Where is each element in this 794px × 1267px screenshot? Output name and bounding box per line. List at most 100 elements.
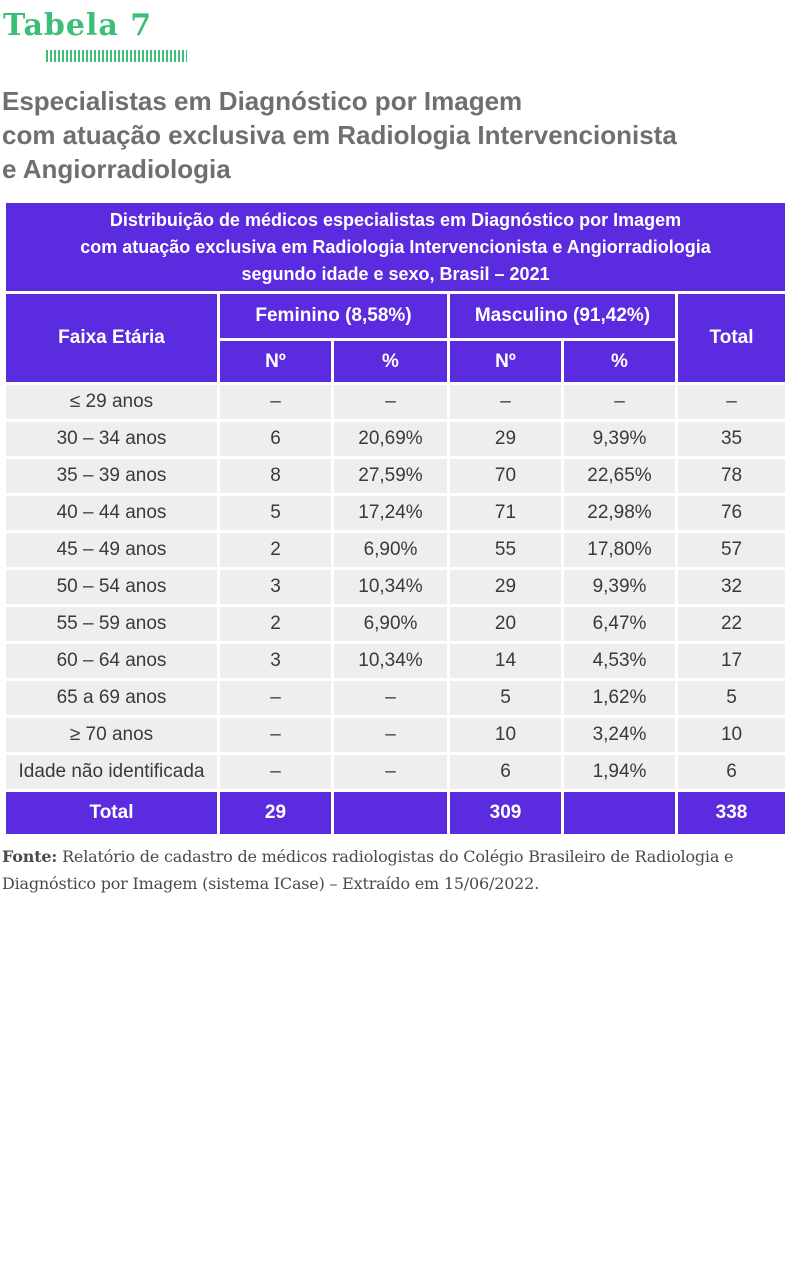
table-row: 65 a 69 anos – – 5 1,62% 5 [6, 681, 786, 715]
cell-feminino-percent: 10,34% [334, 570, 447, 604]
header-feminino-percent: % [334, 341, 447, 382]
table-row: 60 – 64 anos 3 10,34% 14 4,53% 17 [6, 644, 786, 678]
cell-masculino-percent: 4,53% [564, 644, 675, 678]
header-masculino-count: Nº [450, 341, 561, 382]
cell-masculino-percent: – [564, 385, 675, 419]
cell-masculino-percent: 9,39% [564, 570, 675, 604]
page-title: Especialistas em Diagnóstico por Imagem … [2, 84, 677, 186]
data-table: Distribuição de médicos especialistas em… [3, 200, 788, 837]
total-feminino-count: 29 [220, 792, 331, 834]
row-label: 40 – 44 anos [6, 496, 217, 530]
cell-feminino-percent: 10,34% [334, 644, 447, 678]
cell-feminino-count: 2 [220, 533, 331, 567]
cell-masculino-count: 20 [450, 607, 561, 641]
cell-masculino-percent: 17,80% [564, 533, 675, 567]
cell-feminino-percent: – [334, 681, 447, 715]
table-row: 50 – 54 anos 3 10,34% 29 9,39% 32 [6, 570, 786, 604]
cell-masculino-count: 6 [450, 755, 561, 789]
source-note: Fonte: Relatório de cadastro de médicos r… [2, 843, 790, 897]
header-faixa-etaria: Faixa Etária [6, 294, 217, 382]
cell-masculino-percent: 22,65% [564, 459, 675, 493]
cell-total: 6 [678, 755, 786, 789]
cell-feminino-percent: – [334, 718, 447, 752]
cell-feminino-count: 6 [220, 422, 331, 456]
row-label: 65 a 69 anos [6, 681, 217, 715]
cell-feminino-percent: 27,59% [334, 459, 447, 493]
cell-feminino-count: 5 [220, 496, 331, 530]
total-feminino-percent [334, 792, 447, 834]
header-masculino-percent: % [564, 341, 675, 382]
cell-total: 10 [678, 718, 786, 752]
row-label: 50 – 54 anos [6, 570, 217, 604]
cell-total: 5 [678, 681, 786, 715]
table-row: 40 – 44 anos 5 17,24% 71 22,98% 76 [6, 496, 786, 530]
table-total-row: Total 29 309 338 [6, 792, 786, 834]
header-masculino: Masculino (91,42%) [450, 294, 675, 338]
table-number-label: Tabela 7 [3, 8, 153, 43]
cell-feminino-percent: 17,24% [334, 496, 447, 530]
cell-feminino-count: – [220, 755, 331, 789]
cell-masculino-percent: 1,62% [564, 681, 675, 715]
source-text-line2: Diagnóstico por Imagem (sistema ICase) –… [2, 874, 540, 893]
cell-feminino-count: – [220, 385, 331, 419]
cell-masculino-count: 70 [450, 459, 561, 493]
table-row: Idade não identificada – – 6 1,94% 6 [6, 755, 786, 789]
page-title-line: e Angiorradiologia [2, 154, 231, 184]
cell-masculino-count: 29 [450, 422, 561, 456]
cell-feminino-percent: 20,69% [334, 422, 447, 456]
header-sub-row: Nº % Nº % [6, 341, 785, 382]
cell-masculino-count: 5 [450, 681, 561, 715]
table-title-line: segundo idade e sexo, Brasil – 2021 [241, 263, 550, 284]
source-label: Fonte: [2, 847, 58, 866]
table-title-row: Distribuição de médicos especialistas em… [6, 203, 786, 291]
row-label: 30 – 34 anos [6, 422, 217, 456]
header-total: Total [678, 294, 786, 382]
table-row: ≥ 70 anos – – 10 3,24% 10 [6, 718, 786, 752]
cell-masculino-percent: 3,24% [564, 718, 675, 752]
row-label: 45 – 49 anos [6, 533, 217, 567]
row-label: 55 – 59 anos [6, 607, 217, 641]
cell-feminino-count: – [220, 681, 331, 715]
cell-total: 32 [678, 570, 786, 604]
table-title-line: com atuação exclusiva em Radiologia Inte… [80, 236, 711, 257]
source-text-line1: Relatório de cadastro de médicos radiolo… [62, 847, 734, 866]
cell-masculino-percent: 22,98% [564, 496, 675, 530]
total-masculino-percent [564, 792, 675, 834]
total-masculino-count: 309 [450, 792, 561, 834]
cell-feminino-count: 8 [220, 459, 331, 493]
cell-masculino-count: 71 [450, 496, 561, 530]
cell-total: 76 [678, 496, 786, 530]
cell-feminino-percent: – [334, 755, 447, 789]
row-label: Idade não identificada [6, 755, 217, 789]
cell-feminino-percent: – [334, 385, 447, 419]
cell-total: – [678, 385, 786, 419]
cell-masculino-percent: 9,39% [564, 422, 675, 456]
header-group-row: Faixa Etária Feminino (8,58%) Masculino … [6, 294, 786, 382]
table-row: ≤ 29 anos – – – – – [6, 385, 786, 419]
cell-total: 35 [678, 422, 786, 456]
table-row: 35 – 39 anos 8 27,59% 70 22,65% 78 [6, 459, 786, 493]
cell-feminino-count: 3 [220, 570, 331, 604]
table-row: 45 – 49 anos 2 6,90% 55 17,80% 57 [6, 533, 786, 567]
cell-feminino-count: 2 [220, 607, 331, 641]
table-title-line: Distribuição de médicos especialistas em… [109, 209, 682, 230]
cell-masculino-percent: 1,94% [564, 755, 675, 789]
table-row: 30 – 34 anos 6 20,69% 29 9,39% 35 [6, 422, 786, 456]
cell-feminino-count: 3 [220, 644, 331, 678]
tick-marks-decoration [46, 50, 187, 62]
total-grand: 338 [678, 792, 786, 834]
row-label: ≥ 70 anos [6, 718, 217, 752]
cell-total: 78 [678, 459, 786, 493]
table-row: 55 – 59 anos 2 6,90% 20 6,47% 22 [6, 607, 786, 641]
cell-masculino-count: 29 [450, 570, 561, 604]
cell-masculino-percent: 6,47% [564, 607, 675, 641]
row-label: 60 – 64 anos [6, 644, 217, 678]
cell-total: 17 [678, 644, 786, 678]
cell-masculino-count: 14 [450, 644, 561, 678]
header-feminino: Feminino (8,58%) [220, 294, 447, 338]
page-title-line: com atuação exclusiva em Radiologia Inte… [2, 120, 677, 150]
cell-total: 57 [678, 533, 786, 567]
page-title-line: Especialistas em Diagnóstico por Imagem [2, 86, 523, 116]
cell-feminino-percent: 6,90% [334, 607, 447, 641]
